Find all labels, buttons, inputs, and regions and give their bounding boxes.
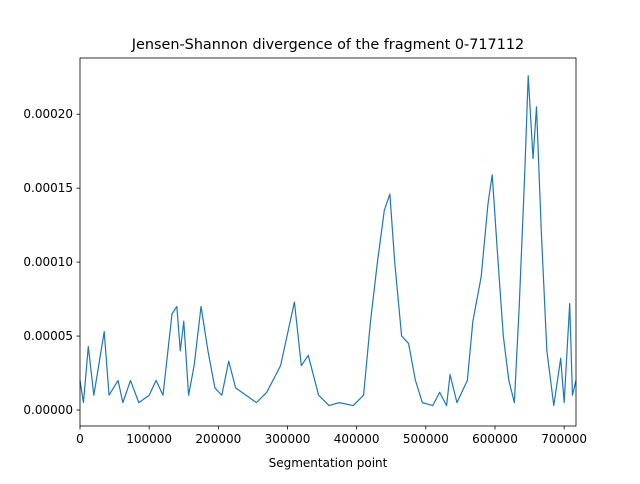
x-tick-label: 200000 — [195, 432, 241, 446]
chart-title: Jensen-Shannon divergence of the fragmen… — [131, 37, 524, 53]
x-tick-label: 100000 — [126, 432, 172, 446]
x-axis-label: Segmentation point — [269, 456, 388, 470]
x-tick-label: 500000 — [403, 432, 449, 446]
x-tick-label: 400000 — [334, 432, 380, 446]
x-tick-label: 700000 — [541, 432, 587, 446]
y-tick-label: 0.00010 — [23, 255, 73, 269]
y-tick-label: 0.00020 — [23, 107, 73, 121]
y-tick-label: 0.00015 — [23, 181, 73, 195]
x-tick-label: 300000 — [265, 432, 311, 446]
y-tick-label: 0.00000 — [23, 403, 73, 417]
plot-frame — [79, 57, 577, 427]
x-tick-label: 600000 — [472, 432, 518, 446]
data-line — [79, 75, 577, 407]
x-tick-label: 0 — [76, 432, 84, 446]
y-tick-label: 0.00005 — [23, 329, 73, 343]
